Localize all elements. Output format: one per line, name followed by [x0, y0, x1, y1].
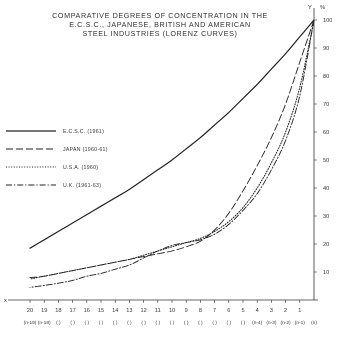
- legend-label-japan-1960-61: JAPAN (1960-61): [63, 147, 108, 153]
- x-axis-label: x: [4, 298, 7, 304]
- curve-japan-1960-61: [29, 19, 315, 279]
- x-rank-label: ( ): [212, 320, 217, 326]
- x-rank-label: (n-4): [252, 320, 263, 326]
- y-tick-label: 50: [323, 158, 329, 164]
- x-rank-label: ( ): [113, 320, 118, 326]
- x-rank-label: ( ): [85, 320, 90, 326]
- x-tick-label: 5: [241, 308, 244, 314]
- y-tick-label: 40: [323, 186, 329, 192]
- x-rank-label: ( ): [141, 320, 146, 326]
- x-rank-label: (n-19): [24, 320, 37, 326]
- y-axis-unit: %: [320, 5, 325, 11]
- legend-label-u-s-a-1960: U.S.A. (1960): [63, 165, 98, 171]
- x-rank-label: ( ): [127, 320, 132, 326]
- y-tick-label: 20: [323, 242, 329, 248]
- x-tick-label: 8: [199, 308, 202, 314]
- y-tick-label: 10: [323, 270, 329, 276]
- legend-label-e-c-s-c-1961: E.C.S.C. (1961): [63, 129, 104, 135]
- x-rank-label: (n-2): [281, 320, 292, 326]
- y-tick-label: 90: [323, 46, 329, 52]
- x-rank-label: ( ): [99, 320, 104, 326]
- x-rank-label: (n): [311, 320, 317, 326]
- x-tick-label: 14: [112, 308, 118, 314]
- curve-u-s-a-1960: [29, 19, 315, 280]
- legend-group: E.C.S.C. (1961) JAPAN (1960-61) U.S.A. (19…: [6, 129, 108, 189]
- x-tick-label: 17: [69, 308, 75, 314]
- x-rank-label: (n-3): [266, 320, 277, 326]
- x-rank-label: ( ): [184, 320, 189, 326]
- x-tick-label: 1: [298, 308, 301, 314]
- x-rank-label: ( ): [56, 320, 61, 326]
- x-rank-label: ( ): [227, 320, 232, 326]
- x-tick-label: 2: [284, 308, 287, 314]
- x-tick-label: 16: [84, 308, 90, 314]
- x-rank-label: (n-1): [295, 320, 306, 326]
- y-tick-label: 80: [323, 74, 329, 80]
- curve-u-k-1961-63: [29, 19, 315, 288]
- x-rank-label: ( ): [70, 320, 75, 326]
- x-rank-label: (n-18): [38, 320, 51, 326]
- y-tick-label: 60: [323, 130, 329, 136]
- x-tick-label: 20: [27, 308, 33, 314]
- chart-title-line-3: STEEL INDUSTRIES (LORENZ CURVES): [82, 29, 238, 38]
- x-tick-label: 18: [55, 308, 61, 314]
- x-tick-label: 9: [185, 308, 188, 314]
- curve-e-c-s-c-1961: [29, 19, 315, 249]
- x-tick-label: 19: [41, 308, 47, 314]
- x-tick-label: 7: [213, 308, 216, 314]
- x-rank-label: ( ): [156, 320, 161, 326]
- x-tick-label: 10: [169, 308, 175, 314]
- x-tick-label: 11: [155, 308, 161, 314]
- x-rank-label: ( ): [170, 320, 175, 326]
- x-rank-label: ( ): [198, 320, 203, 326]
- x-tick-label: 13: [126, 308, 132, 314]
- y-axis-label: Y: [308, 5, 312, 11]
- y-tick-label: 30: [323, 214, 329, 220]
- axes-group: Y % x: [4, 5, 325, 304]
- chart-title-line-2: E.C.S.C., JAPANESE, BRITISH AND AMERICAN: [69, 20, 251, 29]
- curves-group: [29, 19, 315, 288]
- y-tick-label: 100: [323, 18, 332, 24]
- x-tick-label: 12: [140, 308, 146, 314]
- x-tick-label: 3: [270, 308, 273, 314]
- x-tick-label: 6: [227, 308, 230, 314]
- x-tick-label: 4: [256, 308, 259, 314]
- x-tick-label: 15: [98, 308, 104, 314]
- chart-title-line-1: COMPARATIVE DEGREES OF CONCENTRATION IN …: [52, 11, 268, 20]
- legend-label-u-k-1961-63: U.K. (1961-63): [63, 183, 101, 189]
- y-tick-label: 70: [323, 102, 329, 108]
- x-rank-label: ( ): [241, 320, 246, 326]
